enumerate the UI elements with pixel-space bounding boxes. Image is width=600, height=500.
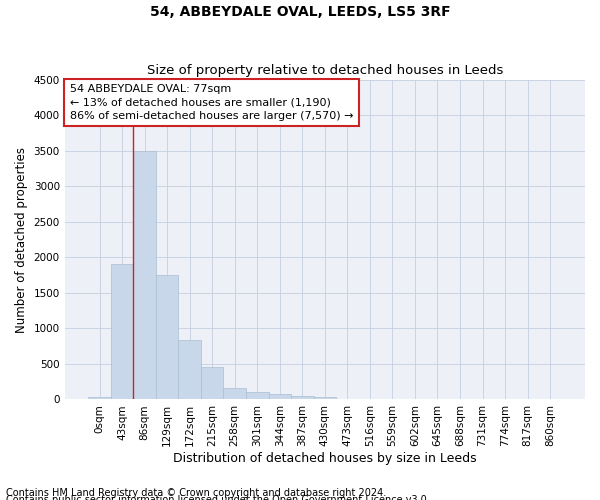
Bar (314, 396, 336, 400)
Bar (269, 394, 291, 400)
Bar (201, 368, 223, 400)
Bar (178, 340, 201, 400)
Text: Contains public sector information licensed under the Open Government Licence v3: Contains public sector information licen… (6, 495, 430, 500)
Bar (156, 275, 178, 400)
Bar (111, 264, 133, 400)
Text: 54 ABBEYDALE OVAL: 77sqm
← 13% of detached houses are smaller (1,190)
86% of sem: 54 ABBEYDALE OVAL: 77sqm ← 13% of detach… (70, 84, 353, 121)
Text: Contains HM Land Registry data © Crown copyright and database right 2024.: Contains HM Land Registry data © Crown c… (6, 488, 386, 498)
Bar (223, 388, 246, 400)
Bar (88, 398, 111, 400)
Text: 54, ABBEYDALE OVAL, LEEDS, LS5 3RF: 54, ABBEYDALE OVAL, LEEDS, LS5 3RF (149, 5, 451, 19)
Y-axis label: Number of detached properties: Number of detached properties (15, 146, 28, 332)
Bar (291, 396, 314, 400)
Title: Size of property relative to detached houses in Leeds: Size of property relative to detached ho… (146, 64, 503, 77)
X-axis label: Distribution of detached houses by size in Leeds: Distribution of detached houses by size … (173, 452, 476, 465)
Bar (133, 150, 156, 400)
Bar (246, 392, 269, 400)
